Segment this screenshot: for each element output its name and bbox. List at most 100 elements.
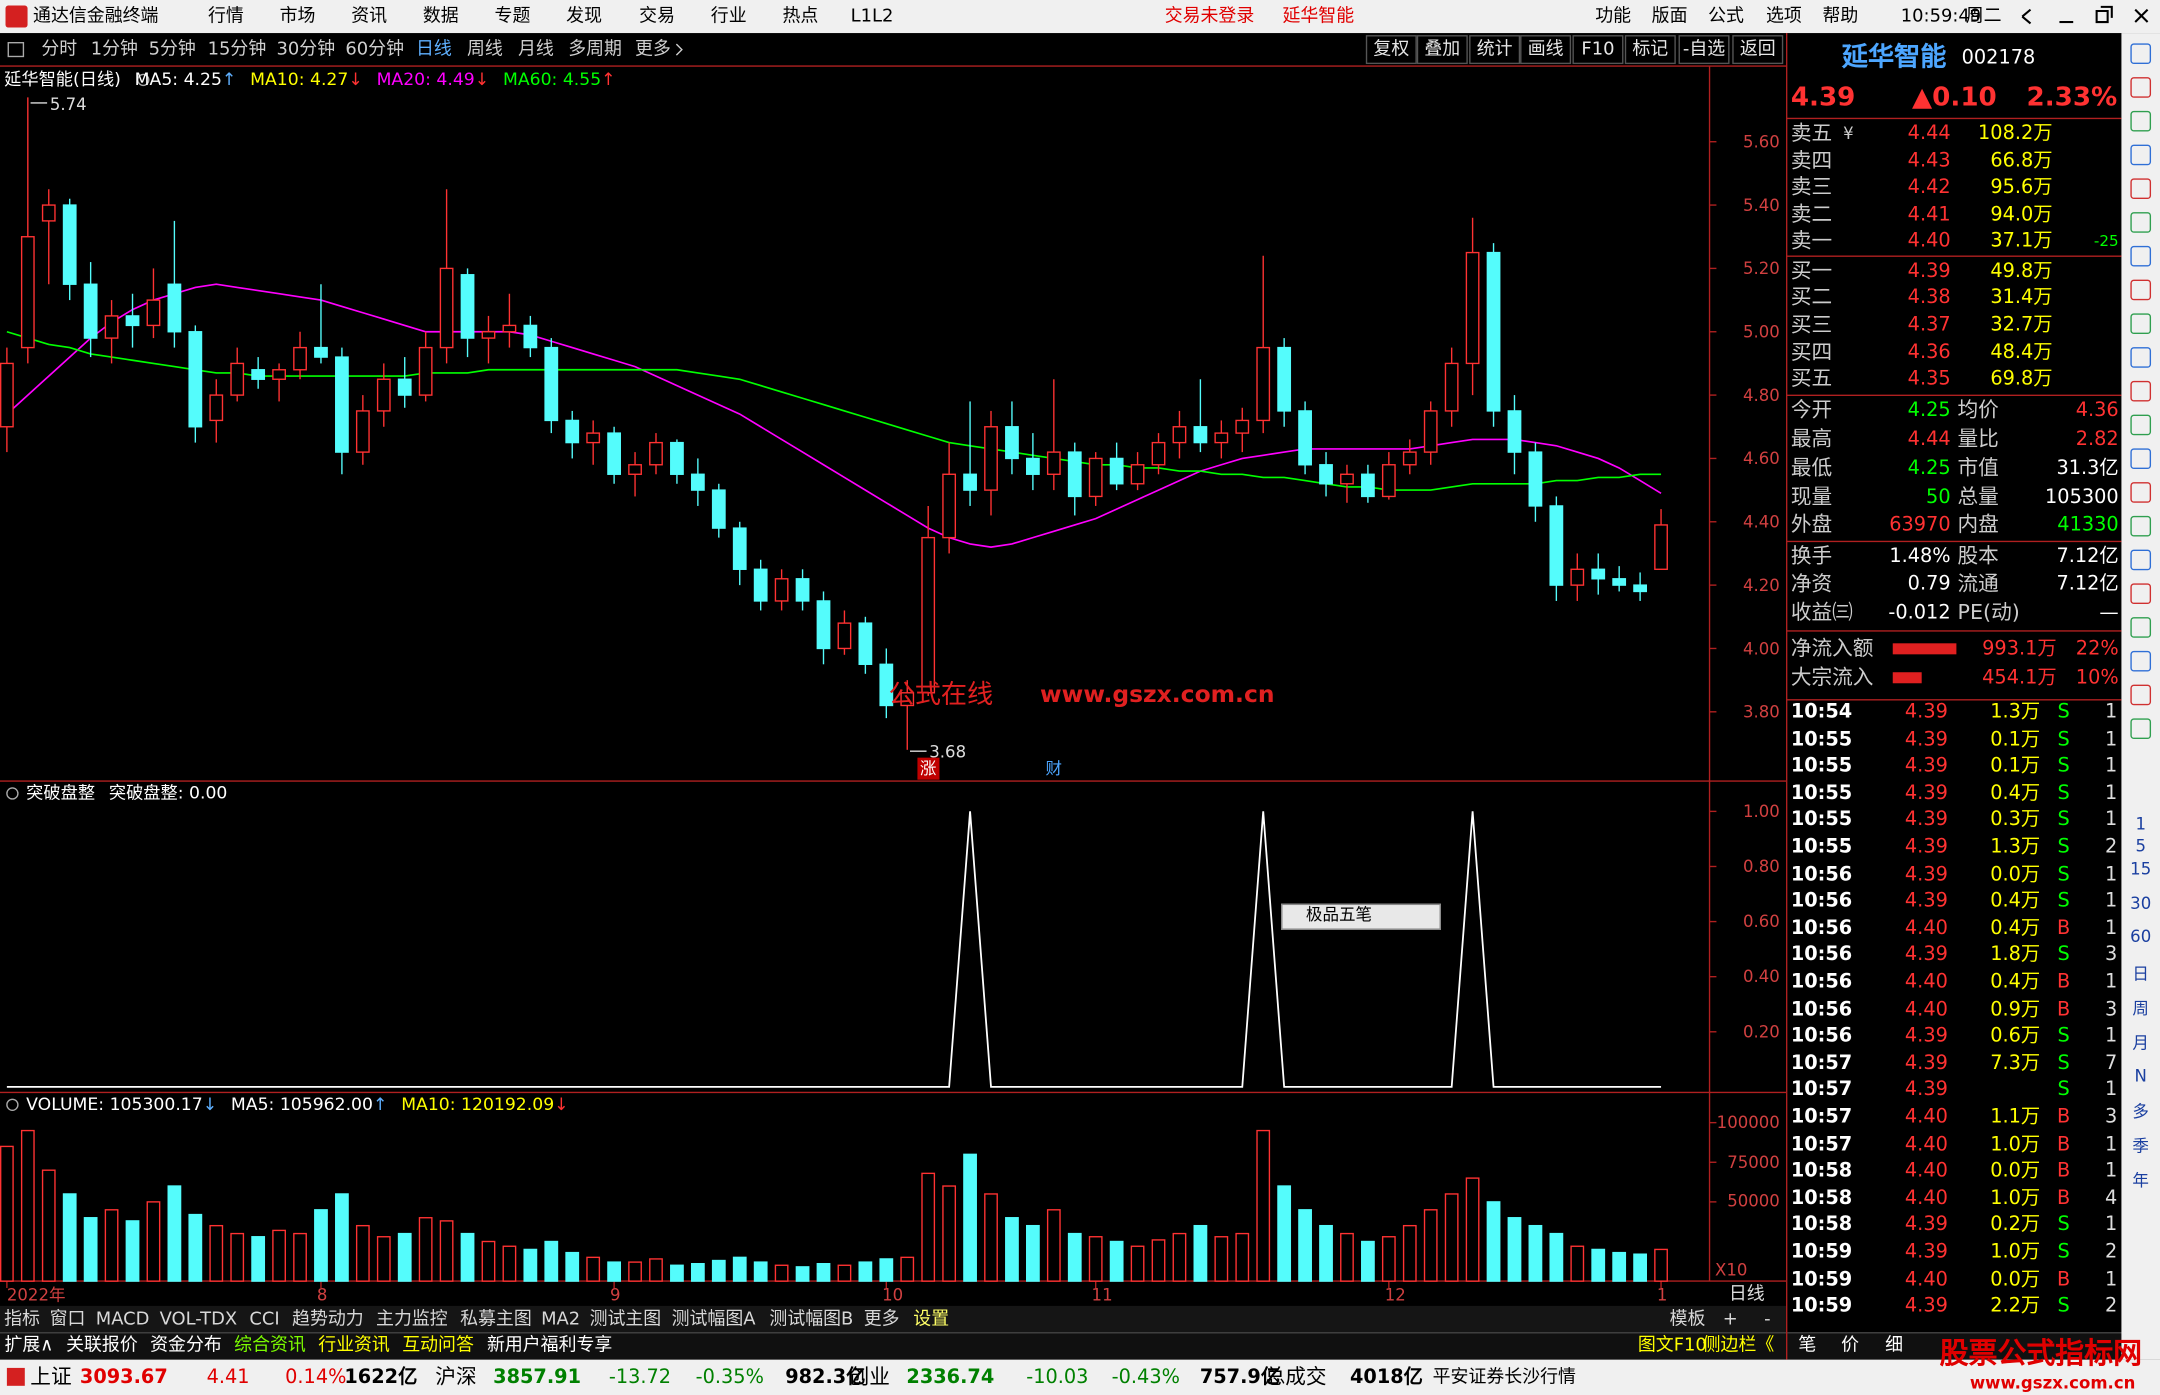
info-tab[interactable]: 新用户福利专享 (486, 1335, 613, 1357)
candle-body (104, 315, 119, 339)
menu-item[interactable]: 行情 (207, 6, 244, 27)
menu-item[interactable]: 市场 (279, 6, 316, 27)
info-tab[interactable]: 图文F10 (1637, 1335, 1707, 1357)
indicator-tab[interactable]: MACD (95, 1309, 150, 1331)
period-tab[interactable]: 15分钟 (207, 39, 267, 60)
side-period[interactable]: 1 (2135, 814, 2146, 834)
period-tab[interactable]: 60分钟 (345, 39, 404, 60)
indicator-tab[interactable]: 测试幅图A (671, 1309, 756, 1331)
side-period[interactable]: 多 (2132, 1102, 2149, 1122)
info-tab[interactable]: 互动问答 (402, 1335, 474, 1357)
template-tab[interactable]: + (1722, 1309, 1738, 1331)
detail-tab[interactable]: 价 (1841, 1335, 1860, 1357)
info-tab[interactable]: 扩展∧ (4, 1335, 54, 1357)
candle-body (1088, 457, 1103, 498)
indicator-tab[interactable]: 测试幅图B (769, 1309, 854, 1331)
x-tick-label: 12 (1384, 1285, 1406, 1305)
indicator-tab[interactable]: MA2 (541, 1309, 581, 1331)
candle-body (188, 331, 203, 428)
indicator-tab[interactable]: 更多 (863, 1309, 900, 1331)
side-period[interactable]: 季 (2132, 1136, 2149, 1156)
tool-button[interactable]: F10 (1581, 39, 1615, 60)
side-period[interactable]: 日 (2132, 964, 2149, 984)
tool-button[interactable]: 标记 (1632, 39, 1669, 60)
side-period[interactable]: N (2134, 1066, 2147, 1086)
side-period[interactable]: 15 (2130, 859, 2152, 879)
candle-body (1633, 584, 1647, 593)
info-tab[interactable]: 侧边栏《 (1702, 1335, 1775, 1357)
indicator-tab[interactable]: 测试主图 (589, 1309, 662, 1331)
indicator-tab[interactable]: VOL-TDX (159, 1309, 238, 1331)
menu-item[interactable]: 版面 (1651, 6, 1688, 27)
period-tab[interactable]: 多周期 (568, 39, 622, 60)
detail-tab[interactable]: 细 (1885, 1335, 1904, 1357)
book-label: 买三 (1790, 312, 1833, 337)
menu-item[interactable]: 热点 (782, 6, 819, 27)
menu-item[interactable]: 行业 (710, 6, 747, 27)
menu-item[interactable]: 专题 (494, 6, 531, 27)
menu-item[interactable]: 公式 (1708, 6, 1744, 27)
template-tab[interactable]: - (1764, 1309, 1771, 1331)
menu-item[interactable]: L1L2 (850, 6, 894, 27)
side-period[interactable]: 5 (2135, 836, 2146, 856)
candle-body (460, 274, 475, 339)
tool-button[interactable]: 返回 (1739, 39, 1776, 60)
period-tab[interactable]: 周线 (466, 39, 503, 60)
info-tab[interactable]: 关联报价 (66, 1335, 138, 1357)
template-tab[interactable]: 模板 (1669, 1309, 1706, 1331)
indicator-tab[interactable]: 主力监控 (376, 1309, 448, 1331)
indicator-tab[interactable]: 设置 (913, 1309, 950, 1331)
event-marker[interactable]: 财 (1042, 757, 1065, 780)
candle-body (1235, 419, 1250, 434)
menu-item[interactable]: 功能 (1595, 6, 1632, 27)
candle-body (1381, 464, 1396, 498)
period-tab[interactable]: 月线 (517, 39, 554, 60)
side-period[interactable]: 60 (2130, 927, 2152, 947)
period-tab[interactable]: 更多 (635, 39, 671, 60)
menu-item[interactable]: 交易 (639, 6, 676, 27)
tool-button[interactable]: 统计 (1476, 39, 1513, 60)
period-tab[interactable]: 30分钟 (276, 39, 336, 60)
tool-button[interactable]: 复权 (1373, 39, 1410, 60)
menu-item[interactable]: 资讯 (351, 6, 388, 27)
notice[interactable]: 交易未登录 (1164, 6, 1255, 27)
indicator-tab[interactable]: 私募主图 (460, 1309, 532, 1331)
side-icon (2130, 718, 2152, 740)
notice[interactable]: 延华智能 (1282, 6, 1355, 27)
period-tab[interactable]: 1分钟 (90, 39, 138, 60)
menu-item[interactable]: 发现 (566, 6, 603, 27)
period-tab[interactable]: 5分钟 (148, 39, 196, 60)
tool-button[interactable]: -自选 (1682, 39, 1726, 60)
candle-body (355, 410, 370, 453)
period-tab[interactable]: 分时 (41, 39, 78, 60)
info-tab[interactable]: 行业资讯 (318, 1335, 390, 1357)
price-pct: 2.33% (2026, 81, 2118, 113)
tick-volume: 0.4万 (1990, 782, 2041, 805)
volume-bar (293, 1232, 307, 1282)
indicator-tab[interactable]: 指标 (4, 1309, 40, 1331)
stat-value: 63970 (1889, 513, 1951, 536)
detail-tab[interactable]: 笔 (1798, 1335, 1817, 1357)
menu-item[interactable]: 帮助 (1822, 6, 1859, 27)
side-period[interactable]: 月 (2132, 1033, 2149, 1053)
menu-item[interactable]: 数据 (422, 6, 459, 27)
volume-bar (1151, 1239, 1166, 1282)
info-tab[interactable]: 综合资讯 (234, 1335, 306, 1357)
side-period[interactable]: 年 (2132, 1170, 2149, 1191)
stat-label: PE(动) (1957, 599, 2020, 625)
side-period[interactable]: 周 (2132, 998, 2149, 1019)
tick-price: 4.40 (1904, 1133, 1948, 1156)
volume-bar (20, 1129, 35, 1282)
indicator-tab[interactable]: 窗口 (49, 1309, 86, 1331)
side-period[interactable]: 30 (2130, 894, 2152, 914)
event-marker[interactable]: 涨 (917, 757, 940, 780)
tool-button[interactable]: 叠加 (1424, 39, 1461, 60)
indicator-tab[interactable]: CCI (249, 1309, 280, 1331)
tool-button[interactable]: 画线 (1527, 39, 1564, 60)
indicator-tab[interactable]: 趋势动力 (292, 1309, 364, 1331)
period-tab[interactable]: 日线 (416, 39, 452, 60)
tick-count: 3 (2105, 944, 2118, 967)
menu-item[interactable]: 选项 (1766, 6, 1802, 27)
price-tick-label: 5.00 (1742, 322, 1780, 342)
info-tab[interactable]: 资金分布 (150, 1335, 222, 1357)
